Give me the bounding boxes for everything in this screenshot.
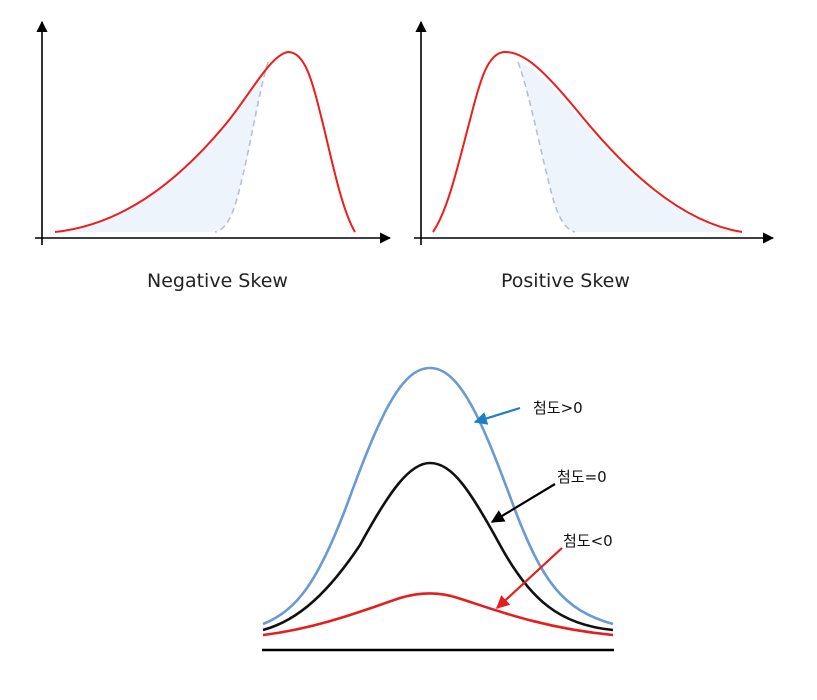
positive-skew-fill xyxy=(518,62,742,232)
positive-skew-curve xyxy=(432,50,743,233)
kurtosis-negative-arrow xyxy=(496,547,563,609)
negative-skew-caption: Negative Skew xyxy=(147,270,288,292)
negative-skew-fill xyxy=(55,62,268,232)
kurtosis-negative-curve xyxy=(262,592,614,637)
kurtosis-positive-curve xyxy=(262,366,614,626)
kurtosis-panel xyxy=(262,366,614,652)
positive-skew-dashed-normal xyxy=(517,61,576,233)
positive-skew-panel xyxy=(414,20,775,245)
kurtosis-negative-label: 첨도<0 xyxy=(563,532,613,550)
kurtosis-zero-label: 첨도=0 xyxy=(557,468,607,486)
kurtosis-zero-arrow xyxy=(490,483,556,523)
kurtosis-positive-arrow xyxy=(473,406,521,425)
negative-skew-dashed-normal xyxy=(214,61,269,233)
kurtosis-zero-curve xyxy=(262,461,614,632)
kurtosis-positive-label: 첨도>0 xyxy=(533,399,583,417)
negative-skew-panel xyxy=(35,20,392,245)
negative-skew-curve xyxy=(54,50,356,233)
positive-skew-caption: Positive Skew xyxy=(501,270,630,292)
